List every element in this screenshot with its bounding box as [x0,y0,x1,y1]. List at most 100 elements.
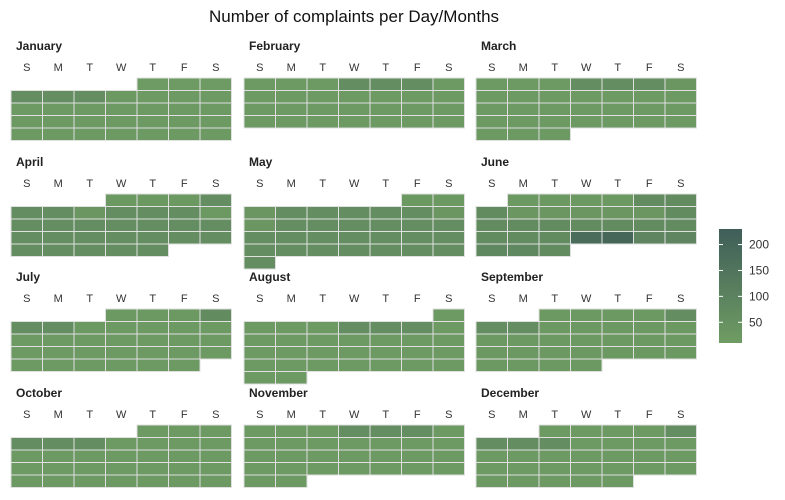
weekday-label: M [287,409,296,421]
day-cell [570,424,603,438]
day-cell [73,243,106,257]
day-cell [168,206,201,220]
day-cell [432,115,465,129]
day-cell [168,231,201,245]
day-cell [136,127,169,141]
day-cell [401,424,434,438]
month-label: May [249,155,273,169]
day-cell [601,424,634,438]
day-cell [338,243,371,257]
day-cell [369,462,402,476]
weekday-label: S [212,409,219,421]
day-cell [73,127,106,141]
day-cell [633,308,666,322]
day-cell [570,321,603,335]
weekday-label: T [86,178,93,190]
day-cell [507,77,540,91]
weekday-label: S [445,409,452,421]
day-cell [105,127,138,141]
day-cell [73,474,106,488]
day-cell [105,474,138,488]
day-cell [601,77,634,91]
day-cell [633,231,666,245]
day-cell [275,321,308,335]
day-cell [10,333,43,347]
weekday-label: F [414,62,421,74]
day-cell [306,90,339,104]
day-cell [10,358,43,372]
weekday-label: F [414,409,421,421]
day-cell [243,115,276,129]
day-cell [136,346,169,360]
day-cell [507,449,540,463]
day-cell [199,321,232,335]
day-cell [401,206,434,220]
day-cell [136,462,169,476]
day-cell [570,90,603,104]
day-cell [10,218,43,232]
day-cell [199,333,232,347]
day-cell [73,437,106,451]
day-cell [601,462,634,476]
weekday-label: T [382,409,389,421]
day-cell [42,243,75,257]
weekday-label: W [349,293,360,305]
day-cell [105,218,138,232]
month-panel: May S M T W T F S [243,155,465,270]
weekday-label: S [488,409,495,421]
day-cell [601,308,634,322]
day-cell [538,462,571,476]
day-cell [432,321,465,335]
day-cell [369,77,402,91]
day-cell [243,333,276,347]
day-cell [570,206,603,220]
day-cell [475,77,508,91]
day-cell [664,231,697,245]
day-cell [633,424,666,438]
weekday-label: M [287,293,296,305]
day-cell [475,243,508,257]
day-cell [136,333,169,347]
day-cell [432,77,465,91]
day-cell [432,333,465,347]
day-cell [105,206,138,220]
day-cell [507,102,540,116]
weekday-label: W [116,62,127,74]
day-cell [306,346,339,360]
day-cell [570,449,603,463]
day-cell [401,346,434,360]
day-cell [306,462,339,476]
day-cell [10,462,43,476]
day-cell [664,424,697,438]
weekday-label: T [382,293,389,305]
day-cell [570,346,603,360]
day-cell [369,90,402,104]
day-cell [475,218,508,232]
colorbar-tick-label: 100 [749,289,769,303]
day-cell [168,462,201,476]
day-cell [369,115,402,129]
day-cell [10,449,43,463]
weekday-label: T [551,293,558,305]
day-cell [168,437,201,451]
day-cell [664,308,697,322]
day-cell [42,462,75,476]
day-cell [507,90,540,104]
day-cell [601,102,634,116]
day-cell [42,218,75,232]
month-label: August [249,270,290,284]
day-cell [369,206,402,220]
day-cell [401,193,434,207]
day-cell [570,308,603,322]
day-cell [633,218,666,232]
day-cell [306,231,339,245]
day-cell [538,102,571,116]
weekday-label: M [54,178,63,190]
day-cell [633,206,666,220]
day-cell [432,437,465,451]
month-label: June [481,155,509,169]
day-cell [475,102,508,116]
weekday-label: W [116,178,127,190]
